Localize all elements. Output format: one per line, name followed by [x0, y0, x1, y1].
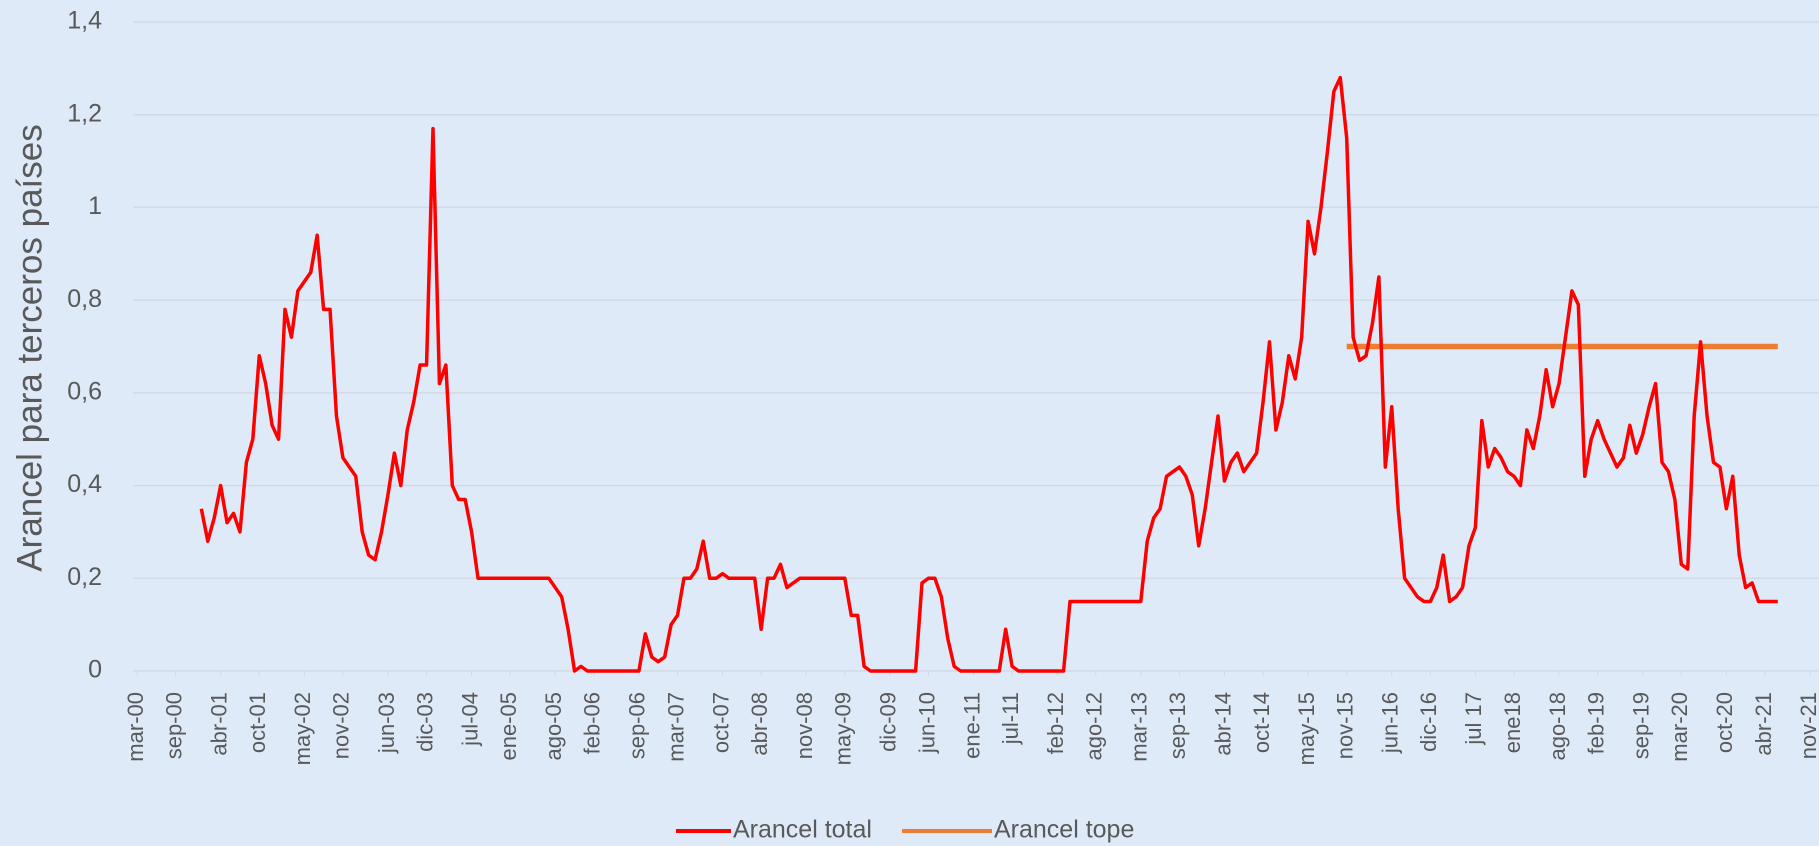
x-tick-label: jul 17	[1461, 692, 1486, 746]
x-tick-label: abr-14	[1210, 692, 1235, 756]
x-tick-label: dic-03	[412, 692, 437, 752]
x-tick-label: feb-19	[1583, 692, 1608, 754]
x-tick-label: ene-11	[959, 692, 984, 759]
y-tick-label: 1,4	[67, 7, 102, 35]
y-tick-label: 1,2	[67, 99, 102, 127]
x-tick-label: nov-15	[1333, 692, 1358, 759]
x-tick-label: abr-01	[206, 692, 231, 756]
x-tick-label: mar-07	[663, 692, 688, 762]
x-tick-label: ago-18	[1545, 692, 1570, 761]
x-tick-label: jun-03	[374, 692, 399, 754]
x-tick-label: feb-06	[580, 692, 605, 754]
x-tick-label: ago-12	[1082, 692, 1107, 761]
x-tick-label: oct-07	[708, 692, 733, 753]
x-tick-label: ene18	[1500, 692, 1525, 753]
x-tick-label: oct-01	[245, 692, 270, 753]
x-tick-label: feb-12	[1043, 692, 1068, 754]
x-tick-label: abr-08	[747, 692, 772, 756]
legend-label: Arancel tope	[994, 816, 1134, 844]
x-tick-label: nov-08	[792, 692, 817, 759]
x-tick-label: abr-21	[1751, 692, 1776, 756]
x-tick-label: jun-10	[914, 692, 939, 754]
x-tick-label: ago-05	[541, 692, 566, 761]
x-tick-label: mar-00	[123, 692, 148, 762]
x-tick-label: jul-04	[457, 692, 482, 747]
x-tick-label: ene-05	[496, 692, 521, 761]
x-tick-label: may-15	[1294, 692, 1319, 765]
x-tick-label: sep-19	[1629, 692, 1654, 759]
x-tick-label: jun-16	[1378, 692, 1403, 754]
x-tick-label: mar-20	[1667, 692, 1692, 762]
series-line	[199, 75, 1778, 673]
x-tick-label: sep-13	[1165, 692, 1190, 759]
x-tick-label: oct-20	[1712, 692, 1737, 753]
x-tick-label: sep-06	[625, 692, 650, 759]
y-tick-label: 1	[88, 192, 102, 220]
x-tick-label: nov-02	[329, 692, 354, 759]
y-tick-label: 0,8	[67, 285, 102, 313]
legend-label: Arancel total	[733, 816, 872, 844]
x-tick-label: dic-16	[1416, 692, 1441, 752]
y-tick-label: 0	[88, 656, 102, 684]
y-tick-label: 0,6	[67, 377, 102, 405]
y-axis-title: Arancel para terceros países	[10, 124, 49, 571]
x-tick-label: sep-00	[161, 692, 186, 759]
x-tick-label: jul-11	[998, 692, 1023, 745]
x-tick-label: nov-21	[1796, 692, 1819, 759]
y-tick-label: 0,2	[67, 563, 102, 591]
x-tick-label: may-02	[290, 692, 315, 765]
x-tick-label: oct-14	[1249, 692, 1274, 753]
x-tick-label: may-09	[831, 692, 856, 765]
y-tick-label: 0,4	[67, 470, 102, 498]
x-tick-label: mar-13	[1127, 692, 1152, 762]
x-tick-label: dic-09	[876, 692, 901, 752]
